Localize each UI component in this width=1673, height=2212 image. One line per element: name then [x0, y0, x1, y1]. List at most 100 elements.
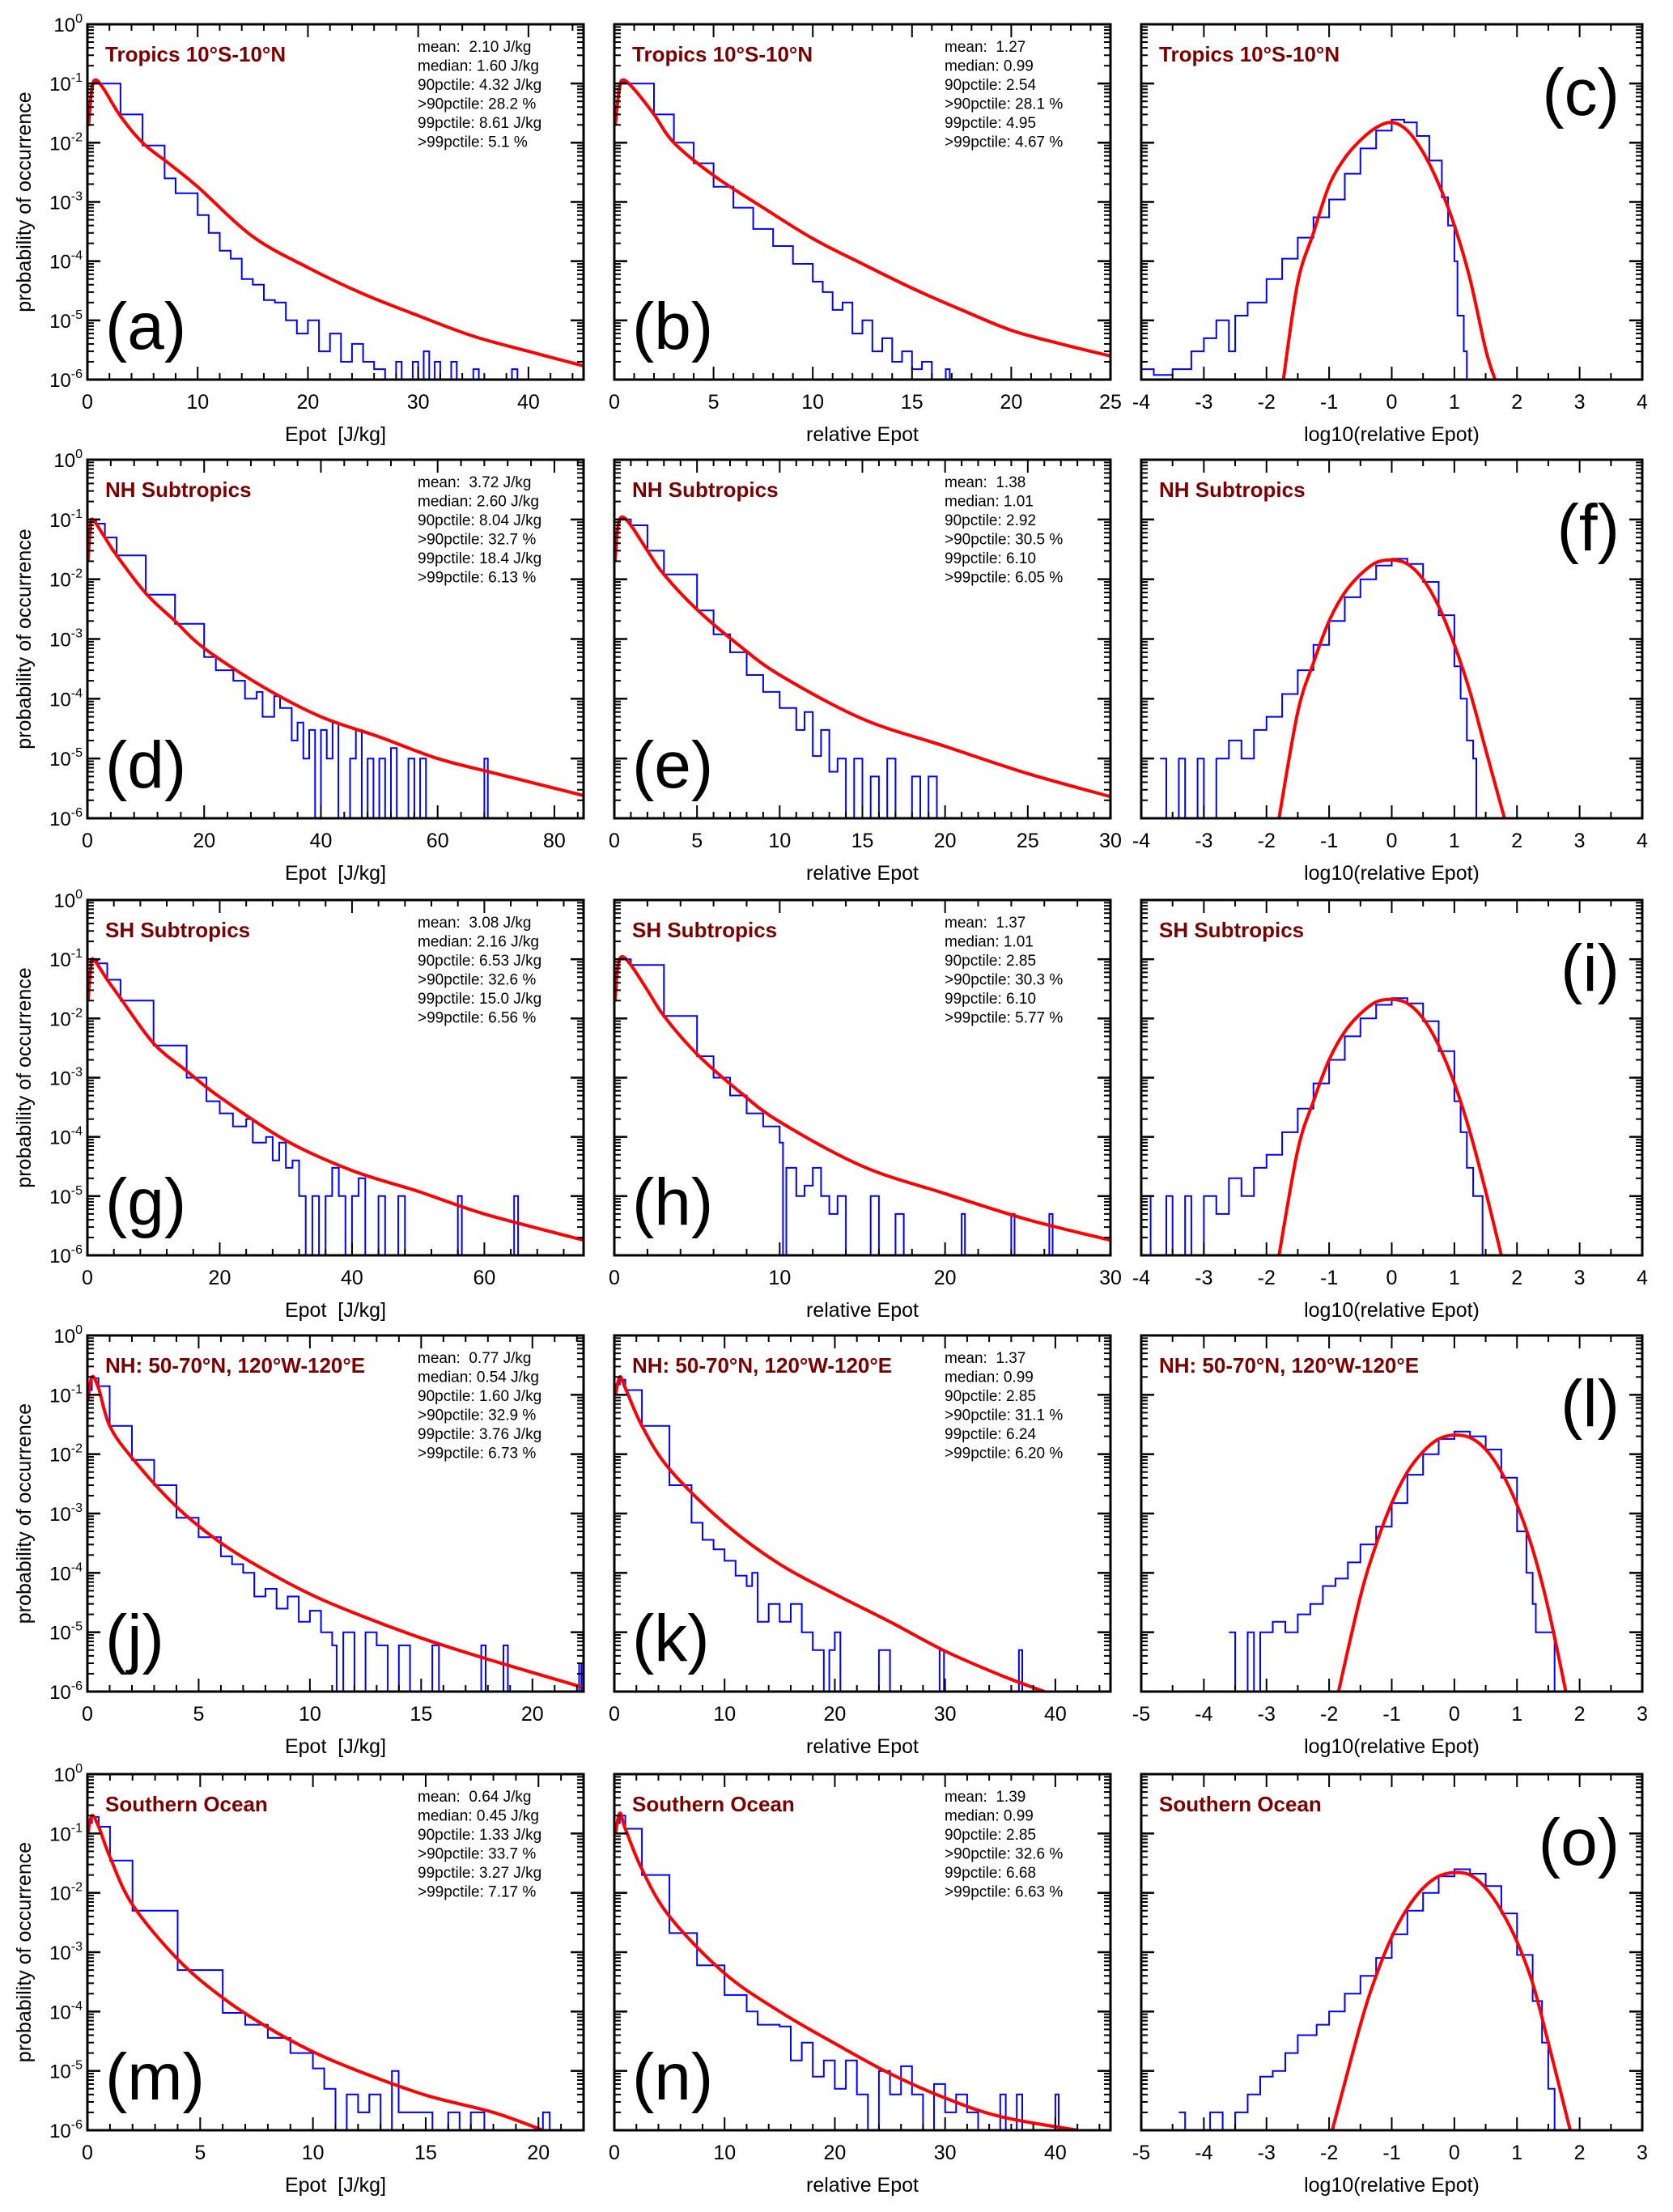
- panel-letter: (i): [1560, 932, 1620, 1005]
- stat-line: 99pctile: 18.4 J/kg: [418, 550, 541, 567]
- panel-c: -4 -3 -2 -1 0 1 2 3 4 log10(relative Epot) Tropics…: [1132, 23, 1648, 446]
- y-tick-base: 10: [49, 2121, 71, 2142]
- x-axis-title: log10(relative Epot): [1304, 862, 1480, 885]
- y-tick-base: 10: [49, 689, 71, 711]
- stat-line: 90pctile: 6.53 J/kg: [418, 953, 541, 970]
- y-tick-exponent: -4: [71, 249, 83, 263]
- y-tick-exponent: -2: [71, 130, 83, 144]
- x-tick-label: 0: [1449, 1703, 1460, 1726]
- stat-line: 99pctile: 6.24: [945, 1426, 1036, 1443]
- y-tick-base: 10: [49, 74, 71, 96]
- y-tick-exponent: 0: [75, 1323, 83, 1337]
- stat-line: 99pctile: 3.76 J/kg: [418, 1426, 541, 1443]
- y-tick-base: 10: [49, 949, 71, 971]
- histogram-line: [614, 1815, 1059, 2130]
- x-tick-label: 20: [934, 830, 957, 852]
- y-tick-exponent: -3: [71, 1940, 83, 1954]
- stat-line: mean: 1.27: [945, 39, 1025, 56]
- plot-area: [614, 515, 1110, 818]
- x-axis-title: Epot [J/kg]: [285, 862, 386, 885]
- y-tick-base: 10: [49, 1445, 71, 1467]
- y-tick-exponent: -6: [71, 1243, 83, 1257]
- stat-line: median: 0.54 J/kg: [418, 1369, 539, 1386]
- y-tick-label: 10-2: [49, 130, 83, 155]
- x-tick-label: 5: [708, 391, 720, 414]
- plot-area: [87, 1374, 583, 1692]
- x-tick-label: 20: [193, 830, 215, 852]
- y-tick-label: 10-1: [49, 507, 83, 532]
- stat-line: median: 2.16 J/kg: [418, 934, 539, 951]
- x-tick-label: -2: [1258, 830, 1276, 852]
- stat-line: 99pctile: 4.95: [945, 115, 1036, 132]
- stat-line: >99pctile: 6.20 %: [945, 1446, 1063, 1463]
- y-tick-label: 10-6: [49, 806, 83, 830]
- panel-letter: (d): [105, 728, 186, 802]
- y-tick-label: 10-2: [49, 1006, 83, 1030]
- stat-line: 99pctile: 3.27 J/kg: [418, 1865, 541, 1882]
- stat-line: >99pctile: 6.63 %: [945, 1884, 1063, 1901]
- stat-line: >90pctile: 32.7 %: [418, 532, 536, 549]
- region-title: Southern Ocean: [1159, 1792, 1322, 1816]
- x-tick-label: 20: [934, 1267, 957, 1289]
- panel-e: 0 5 10 15 20 25 30 relative Epot NH Subtropics me…: [609, 458, 1122, 885]
- y-tick-base: 10: [49, 370, 71, 392]
- y-tick-base: 10: [53, 450, 75, 472]
- x-tick-label: 2: [1511, 830, 1522, 852]
- panel-o: -5 -4 -3 -2 -1 0 1 2 3 log10(relative Epot) Southe…: [1132, 1773, 1648, 2197]
- region-title: Southern Ocean: [105, 1792, 268, 1816]
- x-tick-label: 0: [82, 1703, 93, 1726]
- x-tick-label: 3: [1574, 830, 1586, 852]
- stat-line: >99pctile: 6.13 %: [418, 570, 536, 587]
- y-tick-exponent: -6: [71, 2118, 83, 2132]
- x-tick-label: 0: [609, 1267, 620, 1289]
- plot-area: [614, 955, 1110, 1255]
- x-tick-label: 2: [1511, 1267, 1522, 1289]
- y-tick-exponent: -3: [71, 1066, 83, 1080]
- fit-curve: [614, 955, 1110, 1242]
- y-tick-exponent: -5: [71, 1620, 83, 1634]
- x-tick-label: 5: [193, 1703, 204, 1726]
- stat-line: 90pctile: 1.33 J/kg: [418, 1827, 541, 1844]
- x-tick-label: -2: [1258, 391, 1276, 414]
- fit-curve: [614, 515, 1110, 799]
- histogram-line: [614, 518, 938, 818]
- stat-line: >99pctile: 4.67 %: [945, 134, 1063, 151]
- stat-line: mean: 2.10 J/kg: [418, 39, 531, 56]
- x-tick-label: 15: [851, 830, 874, 852]
- x-tick-label: 30: [407, 391, 430, 414]
- y-tick-label: 10-5: [49, 308, 83, 333]
- y-tick-exponent: -2: [71, 1442, 83, 1456]
- stat-line: mean: 3.72 J/kg: [418, 474, 531, 491]
- y-tick-base: 10: [49, 311, 71, 333]
- plot-area: [87, 78, 584, 380]
- x-tick-label: -3: [1195, 830, 1212, 852]
- plot-area: [1160, 558, 1506, 818]
- x-tick-label: -4: [1132, 1267, 1150, 1289]
- histogram-line: [614, 81, 951, 380]
- region-title: Tropics 10°S-10°N: [632, 42, 813, 66]
- y-tick-label: 10-1: [49, 947, 83, 971]
- y-tick-label: 10-4: [49, 1560, 83, 1585]
- panel-n: 0 10 20 30 40 relative Epot Southern Ocean mean…: [609, 1773, 1112, 2197]
- x-tick-label: 0: [1449, 2142, 1460, 2164]
- stat-line: >90pctile: 28.2 %: [418, 96, 536, 113]
- stat-line: median: 1.01: [945, 494, 1034, 511]
- y-tick-exponent: -1: [71, 1382, 83, 1396]
- x-tick-label: 60: [473, 1267, 495, 1289]
- y-tick-label: 10-2: [49, 1881, 83, 1905]
- y-tick-label: 10-3: [49, 1940, 83, 1964]
- y-tick-label: 10-6: [49, 2118, 83, 2142]
- stat-line: mean: 0.64 J/kg: [418, 1789, 531, 1806]
- x-tick-label: -4: [1195, 2142, 1212, 2164]
- x-tick-label: -2: [1320, 1703, 1338, 1726]
- y-tick-exponent: -1: [71, 507, 83, 521]
- fit-curve: [87, 1374, 582, 1689]
- x-tick-label: 40: [517, 391, 540, 414]
- y-tick-label: 10-2: [49, 1442, 83, 1467]
- fit-curve: [1277, 558, 1506, 818]
- y-tick-base: 10: [49, 749, 71, 771]
- x-tick-label: 0: [82, 391, 93, 414]
- stat-line: mean: 1.37: [945, 1350, 1025, 1367]
